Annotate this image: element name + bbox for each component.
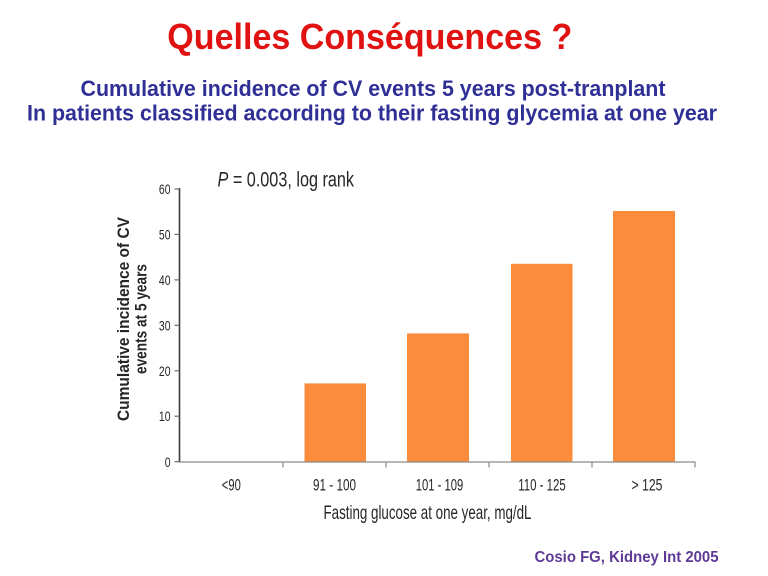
svg-text:110 - 125: 110 - 125 bbox=[518, 477, 566, 495]
svg-text:P = 0.003, log rank: P = 0.003, log rank bbox=[218, 168, 355, 191]
svg-text:91 - 100: 91 - 100 bbox=[313, 477, 356, 495]
svg-text:30: 30 bbox=[159, 317, 171, 333]
svg-text:Cumulative incidence of CV eve: Cumulative incidence of CV events 5 year… bbox=[81, 76, 667, 101]
svg-text:<90: <90 bbox=[222, 477, 241, 495]
svg-text:Cumulative incidence of CV: Cumulative incidence of CV bbox=[115, 217, 133, 421]
svg-text:In patients classified accordi: In patients classified according to thei… bbox=[27, 100, 717, 125]
svg-text:40: 40 bbox=[159, 272, 171, 288]
svg-text:Cosio FG, Kidney Int 2005: Cosio FG, Kidney Int 2005 bbox=[535, 549, 719, 566]
svg-text:Quelles Conséquences ?: Quelles Conséquences ? bbox=[167, 16, 572, 57]
svg-text:101 - 109: 101 - 109 bbox=[416, 477, 464, 495]
svg-text:20: 20 bbox=[159, 363, 171, 379]
svg-text:Fasting glucose at one year, m: Fasting glucose at one year, mg/dL bbox=[324, 502, 532, 524]
svg-text:50: 50 bbox=[159, 226, 171, 242]
svg-text:0: 0 bbox=[165, 454, 171, 470]
svg-text:60: 60 bbox=[159, 181, 171, 197]
svg-text:10: 10 bbox=[159, 408, 171, 424]
svg-text:events at 5 years: events at 5 years bbox=[133, 264, 151, 374]
svg-text:> 125: > 125 bbox=[632, 477, 663, 495]
